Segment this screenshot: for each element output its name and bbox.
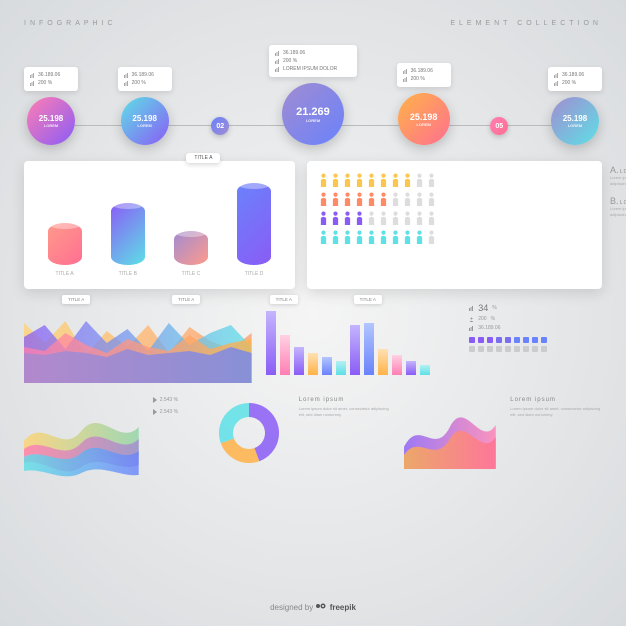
timeline-item: 36.189.06200 %25.198LOREM (397, 63, 451, 145)
timeline-item: 36.189.06200 %25.198LOREM (24, 67, 78, 145)
lorem-block-1: Lorem ipsumLorem ipsum dolor sit amet, c… (299, 397, 391, 418)
header-subtitle: ELEMENT COLLECTION (450, 20, 602, 27)
cylinder-panel: TITLE A TITLE ATITLE BTITLE CTITLE D (24, 161, 295, 289)
stats-column: 34% 200% 36.189.06 (469, 303, 602, 352)
wavy-chart (404, 397, 496, 469)
timeline-item: 36.189.06200 %LOREM IPSUM DOLOR21.269LOR… (269, 45, 357, 145)
footer: designed by freepik (0, 601, 626, 612)
ab-a-body: Lorem ipsum dolor sit amet consectetur a… (610, 175, 626, 186)
timeline-item: 36.189.06200 %25.198LOREM (118, 67, 172, 145)
timeline-item: 02 (211, 61, 229, 145)
lorem-block-2: Lorem ipsumLorem ipsum dolor sit amet, c… (510, 397, 602, 418)
wave-chart: TITLE ATITLE A (24, 303, 252, 383)
stream-side: 2.543 %2.543 % (153, 397, 199, 421)
cyl-flag: TITLE A (186, 153, 220, 163)
timeline: 36.189.06200 %25.198LOREM 36.189.06200 %2… (24, 45, 602, 145)
ab-b-letter: B. (610, 196, 619, 206)
vbars-chart: TITLE ATITLE A (266, 303, 456, 375)
header-title: INFOGRAPHIC (24, 20, 117, 27)
donut-chart (213, 397, 285, 469)
people-panel: A. LOREM Lorem ipsum dolor sit amet cons… (307, 161, 602, 289)
timeline-item: 36.189.06200 %25.198LOREM (548, 67, 602, 145)
ab-b-body: Lorem ipsum dolor sit amet consectetur a… (610, 206, 626, 217)
timeline-item: 05 (490, 61, 508, 145)
ab-a-letter: A. (610, 165, 619, 175)
stream-chart (24, 397, 139, 477)
